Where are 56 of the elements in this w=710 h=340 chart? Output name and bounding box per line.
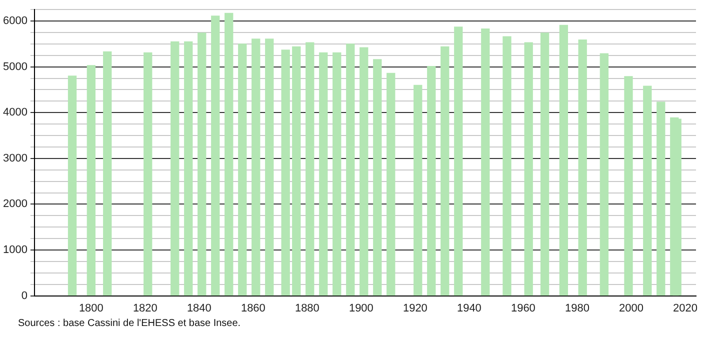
bar <box>672 118 682 296</box>
y-tick-label: 3000 <box>2 152 28 164</box>
bar <box>624 76 633 296</box>
bar <box>600 53 609 296</box>
source-note: Sources : base Cassini de l'EHESS et base Insee. <box>17 318 242 329</box>
x-tick-label: 1820 <box>132 302 158 314</box>
bar <box>386 72 396 296</box>
bar <box>224 12 234 296</box>
y-tick-label: 4000 <box>2 106 28 119</box>
bar <box>346 44 355 296</box>
bar <box>656 102 666 296</box>
bar <box>427 66 436 296</box>
x-tick-label: 1880 <box>294 302 320 314</box>
bar <box>265 38 274 296</box>
x-tick-label: 1940 <box>456 302 482 314</box>
x-tick-label: 2000 <box>618 302 644 314</box>
y-tick-label: 1000 <box>2 244 28 256</box>
bar <box>144 52 152 296</box>
x-tick-label: 1960 <box>510 302 536 314</box>
bar <box>238 44 247 296</box>
y-tick-label: 6000 <box>2 15 28 28</box>
bar <box>252 38 260 296</box>
bar <box>332 52 342 296</box>
bar <box>319 52 328 296</box>
y-tick-label: 2000 <box>2 198 28 210</box>
bar <box>373 59 382 296</box>
y-tick-label: 0 <box>21 290 28 302</box>
x-tick-label: 1800 <box>78 302 104 314</box>
bar <box>170 41 180 296</box>
bar <box>360 47 368 296</box>
bar <box>306 42 314 296</box>
bar <box>643 86 652 296</box>
x-tick-label: 1840 <box>186 302 212 314</box>
bar <box>211 16 220 296</box>
bar <box>281 50 290 296</box>
bar <box>481 28 490 296</box>
bar <box>198 32 206 296</box>
x-tick-label: 2020 <box>672 302 698 314</box>
bar <box>559 24 568 296</box>
x-tick-label: 1980 <box>564 302 590 314</box>
bar <box>454 26 463 296</box>
bar <box>578 39 587 296</box>
bar <box>103 51 112 296</box>
x-tick-label: 1920 <box>402 302 428 314</box>
bar <box>68 76 77 296</box>
bar <box>86 65 96 296</box>
bar <box>524 42 533 296</box>
bar <box>540 32 550 296</box>
x-tick-label: 1860 <box>240 302 266 314</box>
bar <box>184 41 193 296</box>
bar <box>502 36 512 296</box>
bar <box>440 46 450 296</box>
x-tick-label: 1900 <box>348 302 374 314</box>
bar <box>414 84 422 296</box>
bar <box>292 46 301 296</box>
y-tick-label: 5000 <box>2 60 28 73</box>
